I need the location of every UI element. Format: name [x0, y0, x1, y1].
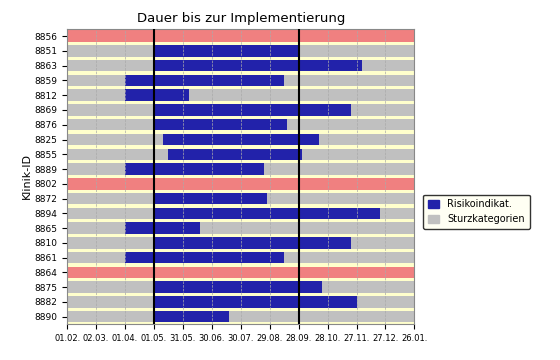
Bar: [67, 119, 414, 130]
Bar: [67, 193, 414, 204]
Bar: [67, 222, 414, 234]
Bar: [125, 75, 284, 86]
Bar: [154, 119, 287, 130]
Bar: [67, 237, 414, 248]
Bar: [67, 282, 414, 293]
Bar: [154, 45, 298, 57]
Bar: [67, 90, 414, 101]
Bar: [67, 104, 414, 116]
Bar: [125, 90, 189, 101]
Bar: [67, 75, 414, 86]
Bar: [154, 208, 380, 219]
Bar: [154, 193, 267, 204]
Bar: [67, 178, 414, 189]
Bar: [67, 311, 414, 322]
Bar: [154, 237, 351, 248]
Bar: [67, 134, 414, 145]
Bar: [67, 163, 414, 175]
Title: Dauer bis zur Implementierung: Dauer bis zur Implementierung: [137, 12, 345, 25]
Bar: [154, 311, 229, 322]
Bar: [162, 134, 319, 145]
Bar: [154, 296, 357, 307]
Bar: [67, 45, 414, 57]
Bar: [67, 267, 414, 278]
Bar: [125, 252, 284, 263]
Bar: [154, 104, 351, 116]
Bar: [67, 60, 414, 71]
Y-axis label: Klinik-ID: Klinik-ID: [22, 153, 32, 199]
Bar: [67, 252, 414, 263]
Bar: [154, 60, 362, 71]
Bar: [67, 208, 414, 219]
Bar: [67, 149, 414, 160]
Bar: [169, 149, 301, 160]
Bar: [67, 31, 414, 42]
Bar: [154, 282, 322, 293]
Bar: [67, 296, 414, 307]
Bar: [125, 222, 200, 234]
Bar: [125, 163, 264, 175]
Legend: Risikoindikat., Sturzkategorien: Risikoindikat., Sturzkategorien: [423, 194, 530, 229]
